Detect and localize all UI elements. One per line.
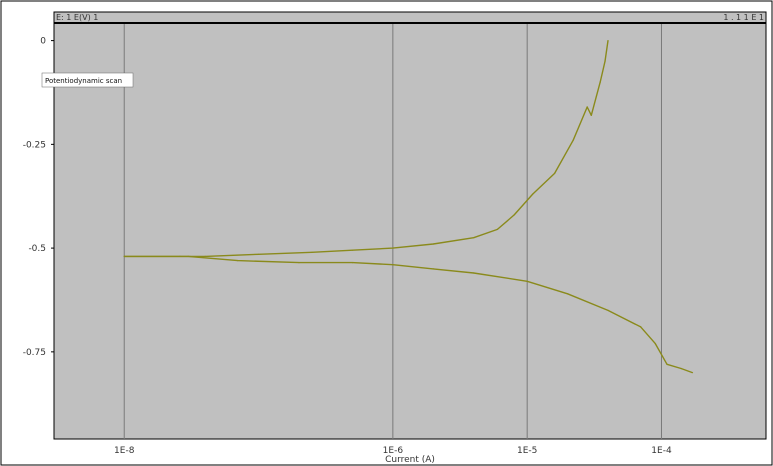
series-1-point-12: [654, 343, 656, 345]
x-tick-label-3: 1E-4: [651, 446, 672, 456]
grid-lines: [51, 24, 662, 439]
x-tick-label-2: 1E-5: [517, 446, 537, 456]
series-1-point-10: [607, 309, 609, 311]
series-1-point-14: [680, 367, 682, 370]
legend-background: [41, 72, 134, 88]
header-right-text: 1 . 1 1 E 1: [723, 13, 764, 22]
y-tick-label-2: -0.5: [28, 244, 46, 254]
series-1-point-6: [432, 268, 434, 270]
series-0-point-18: [607, 40, 609, 42]
header-left-text: E: 1 E(V) 1: [56, 13, 98, 22]
series-0-point-9: [496, 228, 498, 230]
series-0-point-5: [351, 249, 353, 251]
series-layer: [123, 40, 694, 374]
x-tick-labels: 1E-8 1E-6 1E-5 1E-4: [114, 446, 672, 456]
series-1-point-4: [351, 262, 353, 264]
legend-box: Potentiodynamic scan: [41, 72, 134, 88]
series-1-point-7: [473, 272, 475, 274]
x-tick-label-1: 1E-6: [383, 446, 404, 456]
series-1-point-0: [123, 255, 125, 257]
y-tick-label-3: -0.75: [23, 348, 46, 358]
series-1-point-11: [640, 326, 642, 328]
series-0-point-14: [586, 106, 588, 108]
y-tick-label-1: -0.25: [23, 140, 46, 150]
series-1-point-5: [392, 264, 394, 266]
series-1-point-8: [526, 280, 528, 282]
y-tick-labels: 0 -0.25 -0.5 -0.75: [23, 37, 47, 358]
series-0-point-3: [257, 253, 260, 255]
series-0-point-7: [432, 243, 434, 245]
y-tick-label-0: 0: [40, 37, 46, 47]
series-1: [123, 255, 694, 374]
plot-area: [53, 11, 767, 440]
series-1-point-13: [666, 363, 668, 365]
series-0-point-10: [513, 214, 515, 216]
series-0-point-8: [473, 237, 475, 239]
series-1-point-15: [691, 372, 694, 374]
series-line-1: [124, 255, 693, 374]
series-1-point-2: [237, 260, 239, 262]
legend-label: Potentiodynamic scan: [45, 77, 122, 85]
x-axis-label: Current (A): [385, 455, 435, 465]
x-tick-label-0: 1E-8: [114, 446, 135, 456]
series-1-point-3: [298, 262, 300, 264]
series-0-point-17: [604, 60, 606, 63]
series-0-point-12: [554, 172, 556, 174]
series-1-point-1: [187, 255, 189, 257]
series-0-point-2: [204, 255, 206, 257]
series-0-point-16: [599, 81, 601, 83]
series-1-point-9: [567, 293, 569, 295]
series-0-point-6: [392, 247, 394, 249]
series-0-point-15: [590, 114, 592, 116]
series-0-point-4: [311, 251, 313, 253]
series-0-point-11: [532, 193, 534, 195]
series-0-point-13: [572, 139, 574, 141]
